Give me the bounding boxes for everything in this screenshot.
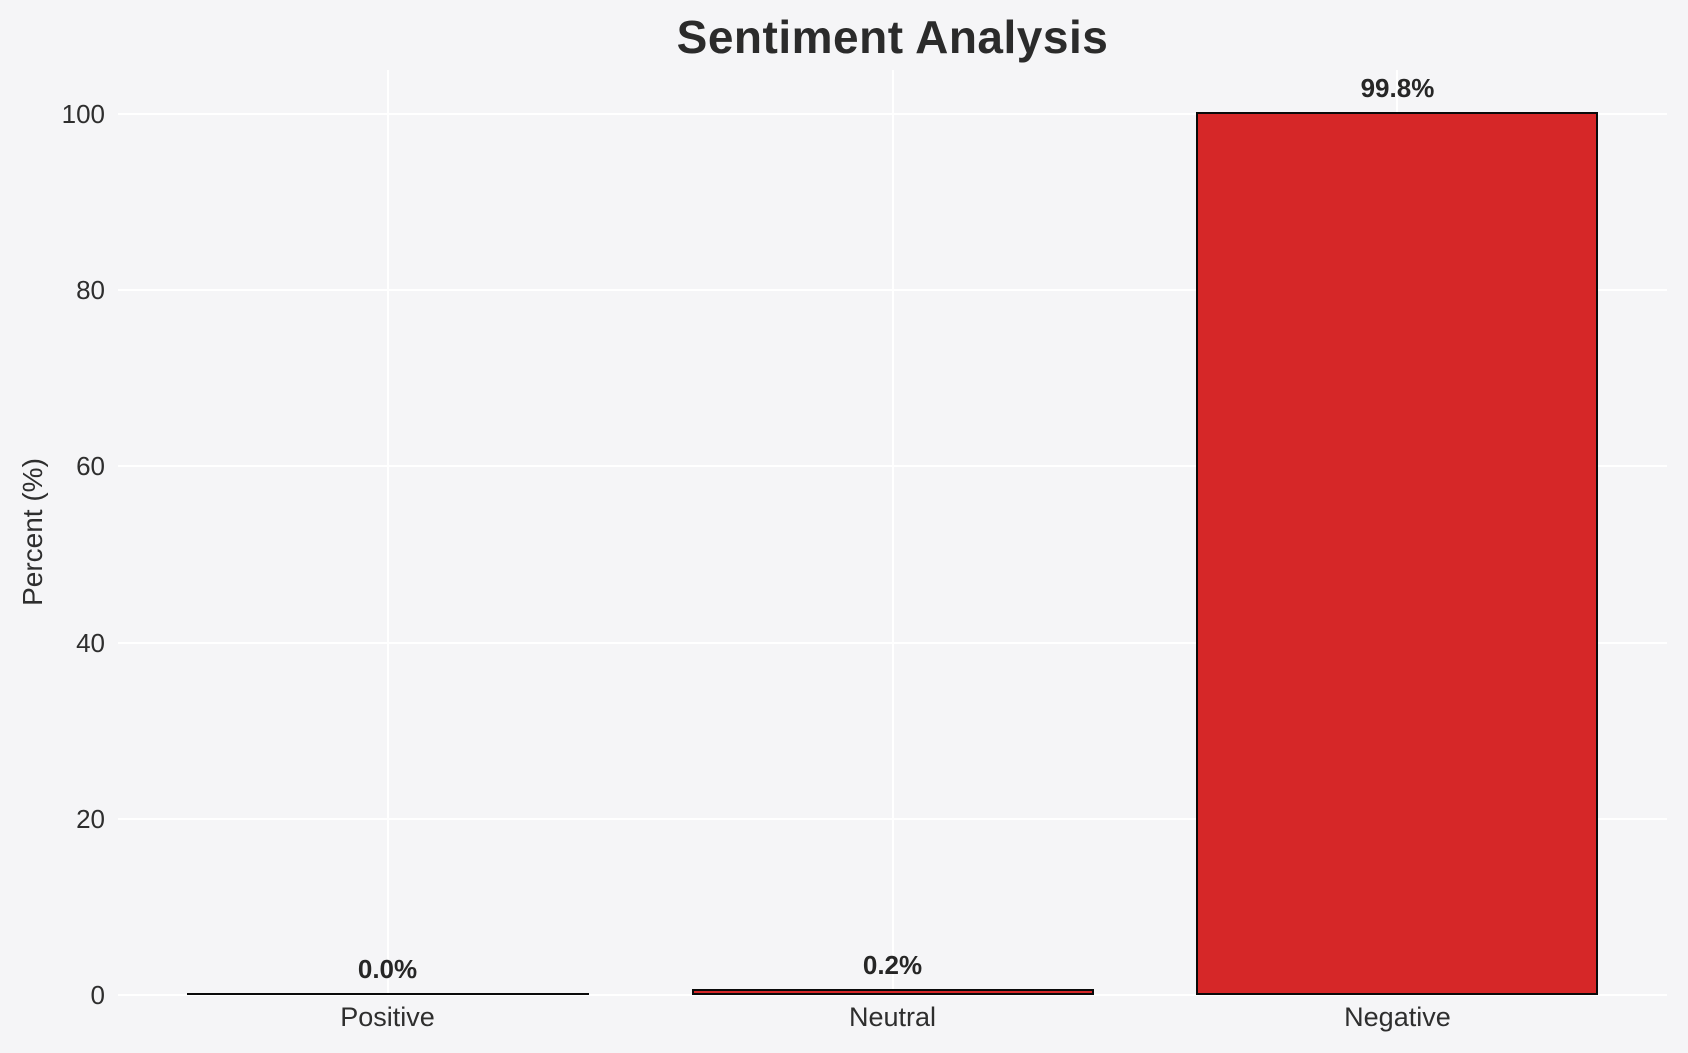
gridline-x-positive: [386, 70, 389, 995]
bar-value-label-positive: 0.0%: [357, 954, 418, 984]
plot-area: 0.0% 0.2% 99.8%: [118, 70, 1667, 996]
gridline-y-0: [118, 994, 1667, 996]
y-tick-label-20: 20: [76, 803, 105, 834]
bar-positive: [186, 993, 589, 995]
y-tick-label-0: 0: [90, 980, 105, 1010]
y-tick-label-100: 100: [61, 99, 105, 130]
y-tick-label-80: 80: [76, 275, 105, 306]
x-tick-label-negative: Negative: [1344, 1002, 1451, 1032]
bar-negative: [1196, 112, 1599, 995]
y-tick-label-40: 40: [76, 627, 105, 658]
bar-value-label-neutral: 0.2%: [862, 950, 923, 980]
y-tick-label-60: 60: [76, 451, 105, 482]
bar-value-label-negative: 99.8%: [1360, 73, 1435, 103]
x-tick-label-positive: Positive: [340, 1002, 435, 1032]
bar-neutral: [691, 989, 1094, 995]
x-tick-label-neutral: Neutral: [848, 1002, 937, 1032]
gridline-x-neutral: [891, 70, 894, 995]
chart-title: Sentiment Analysis: [676, 11, 1109, 63]
